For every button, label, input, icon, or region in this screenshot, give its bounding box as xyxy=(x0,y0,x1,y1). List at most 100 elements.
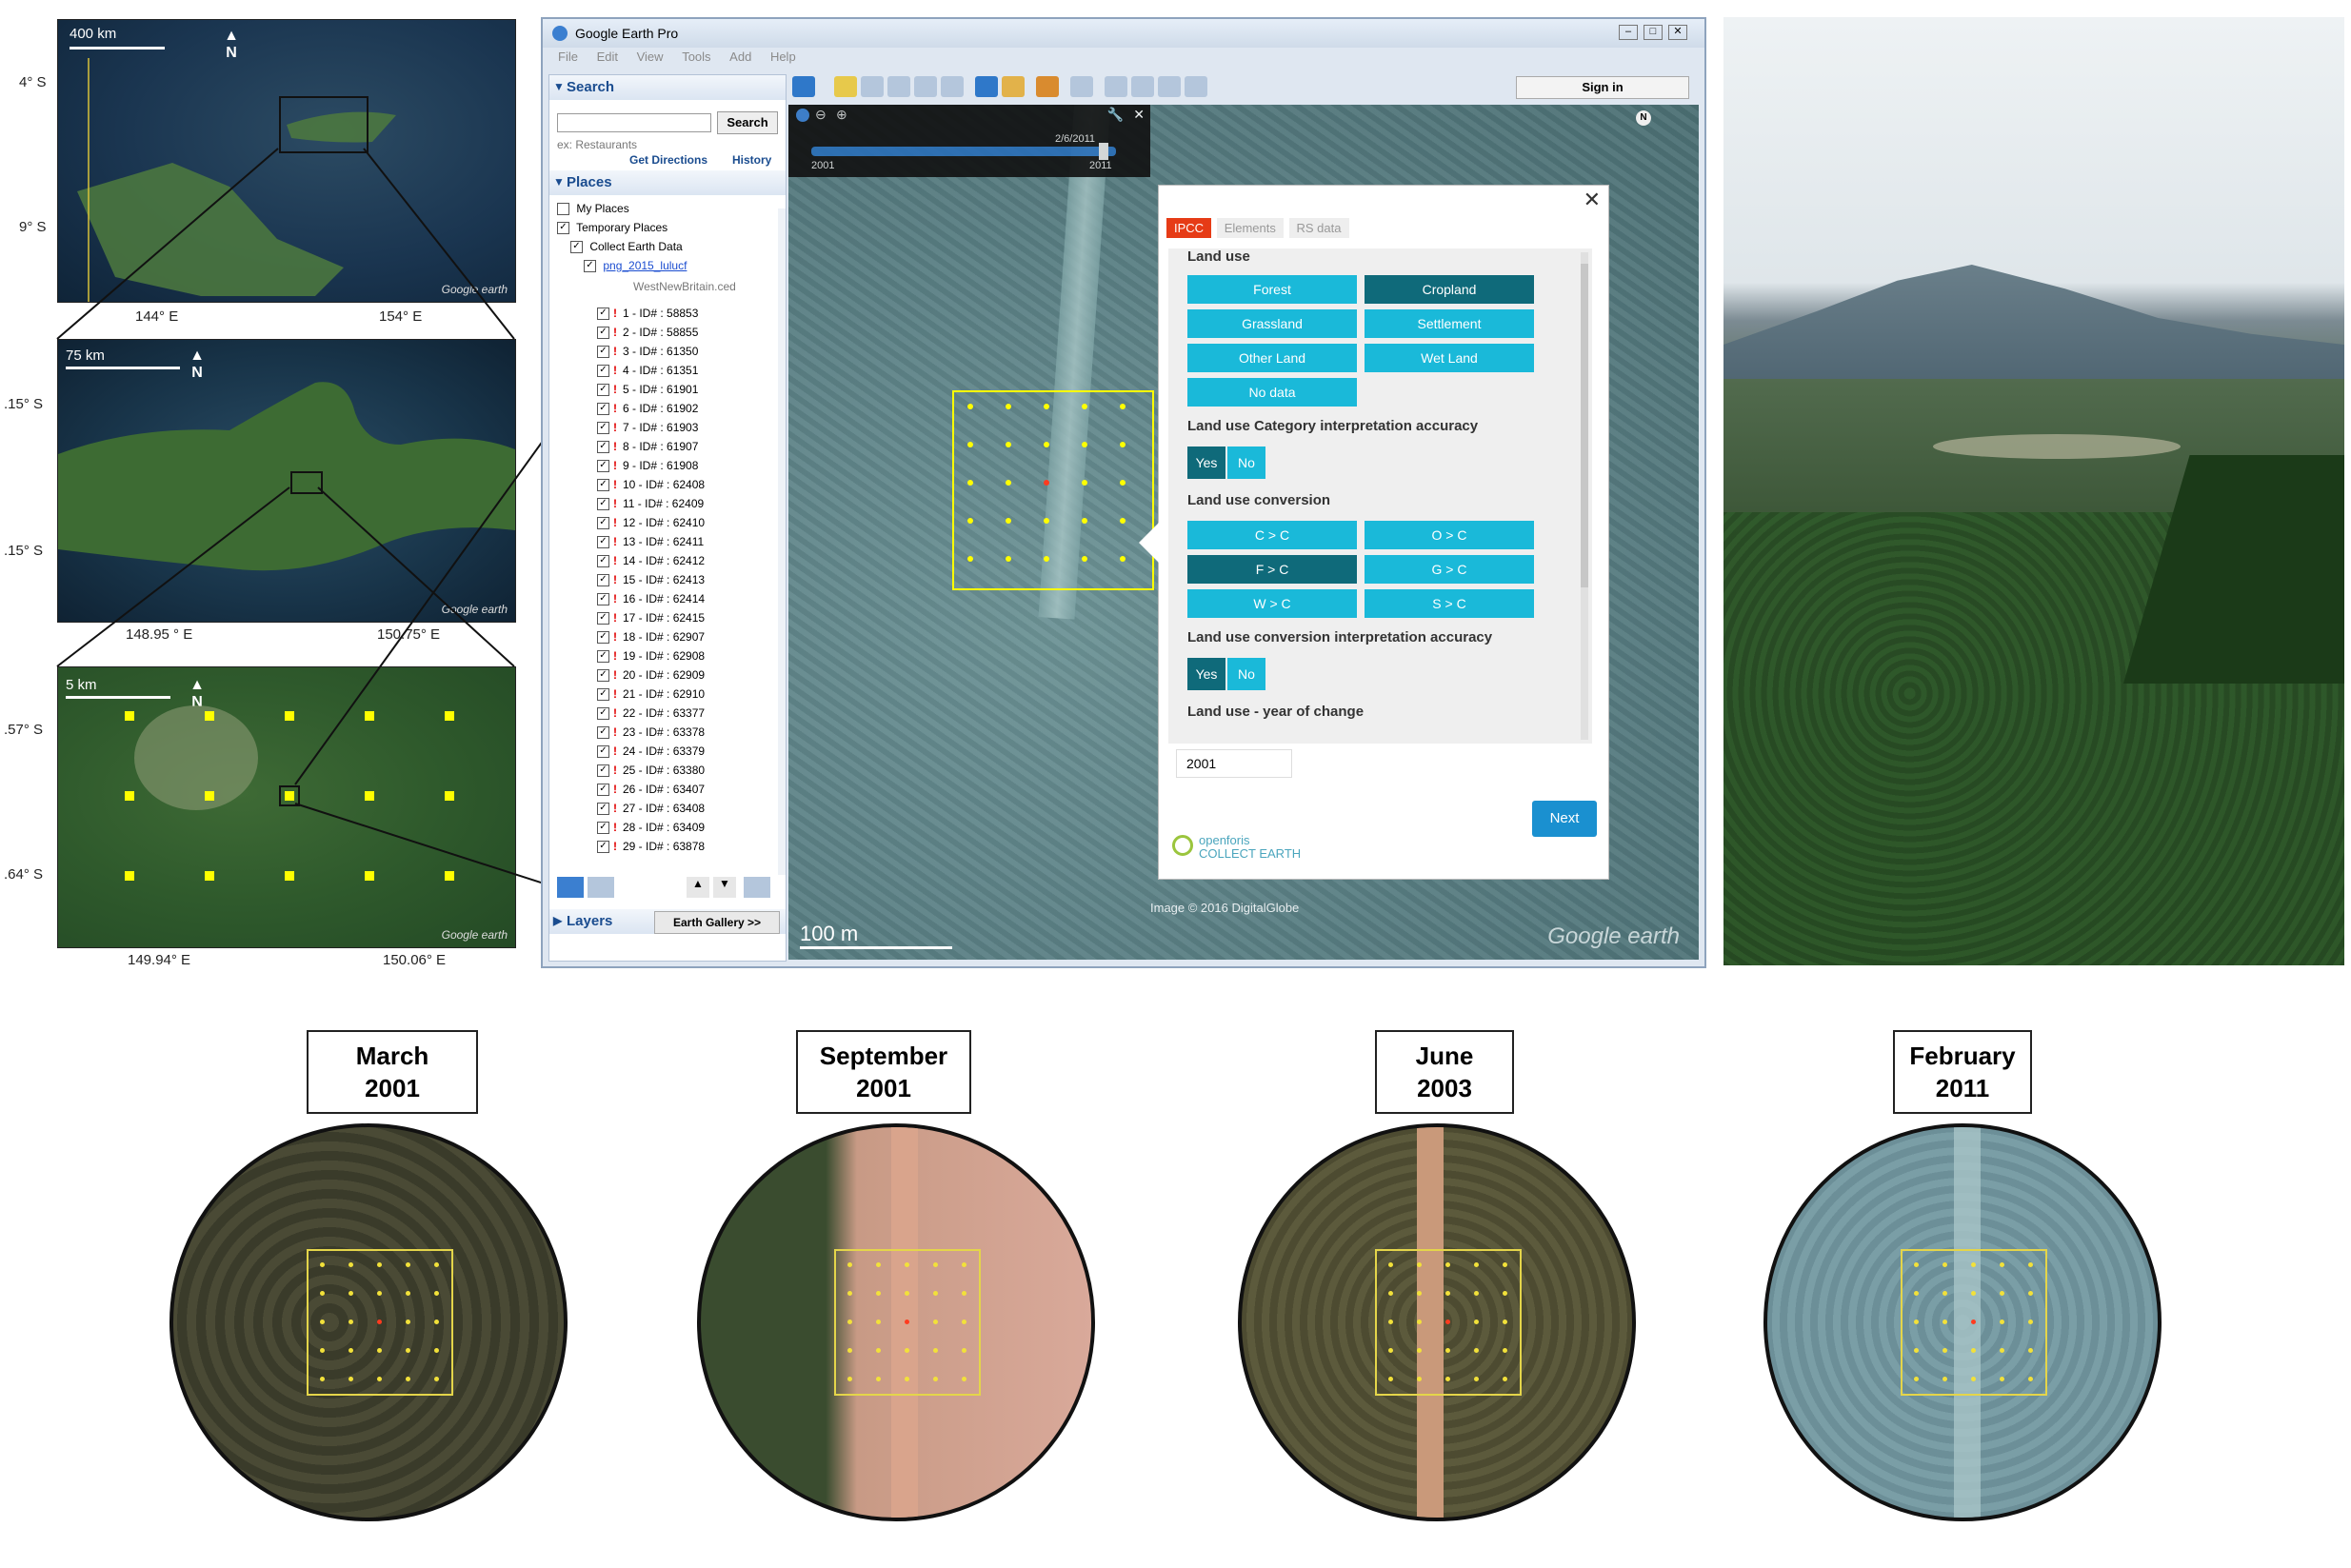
checkbox[interactable]: ✓ xyxy=(597,726,609,740)
plot-list-item[interactable]: ✓! 10 - ID# : 62408 xyxy=(597,475,705,494)
plot-list-item[interactable]: ✓! 17 - ID# : 62415 xyxy=(597,608,705,627)
checkbox[interactable]: ✓ xyxy=(597,384,609,397)
conversion-c-c-button[interactable]: C > C xyxy=(1187,521,1357,549)
plot-list-item[interactable]: ✓! 13 - ID# : 62411 xyxy=(597,532,704,551)
plot-list-item[interactable]: ✓! 12 - ID# : 62410 xyxy=(597,513,705,532)
plot-list-item[interactable]: ✓! 28 - ID# : 63409 xyxy=(597,818,705,837)
plot-list-item[interactable]: ✓! 9 - ID# : 61908 xyxy=(597,456,698,475)
tree-item-temporary-places[interactable]: ✓ Temporary Places xyxy=(557,218,667,237)
conversion-accuracy-yes-button[interactable]: Yes xyxy=(1187,658,1225,690)
tab-elements[interactable]: Elements xyxy=(1216,218,1284,238)
plot-list-item[interactable]: ✓! 26 - ID# : 63407 xyxy=(597,780,705,799)
show-places-icon[interactable] xyxy=(588,877,614,898)
sun-icon[interactable] xyxy=(1002,76,1025,97)
checkbox[interactable]: ✓ xyxy=(597,403,609,416)
plot-list-item[interactable]: ✓! 8 - ID# : 61907 xyxy=(597,437,698,456)
move-down-icon[interactable]: ▼ xyxy=(713,877,736,898)
plot-list-item[interactable]: ✓! 3 - ID# : 61350 xyxy=(597,342,698,361)
checkbox[interactable]: ✓ xyxy=(597,308,609,321)
conversion-accuracy-no-button[interactable]: No xyxy=(1227,658,1265,690)
close-icon[interactable]: ✕ xyxy=(1583,188,1601,211)
tour-icon[interactable] xyxy=(941,76,964,97)
scrollbar-thumb[interactable] xyxy=(1581,264,1588,587)
plot-list-item[interactable]: ✓! 11 - ID# : 62409 xyxy=(597,494,704,513)
plot-list-item[interactable]: ✓! 18 - ID# : 62907 xyxy=(597,627,705,646)
checkbox[interactable]: ✓ xyxy=(597,822,609,835)
plot-list-item[interactable]: ✓! 23 - ID# : 63378 xyxy=(597,723,705,742)
sidebar-toggle-icon[interactable] xyxy=(792,76,815,97)
plot-list-item[interactable]: ✓! 5 - ID# : 61901 xyxy=(597,380,698,399)
checkbox[interactable]: ✓ xyxy=(597,536,609,549)
menu-edit[interactable]: Edit xyxy=(596,50,618,64)
next-button[interactable]: Next xyxy=(1532,801,1597,837)
sign-in-button[interactable]: Sign in xyxy=(1516,76,1689,99)
search-input[interactable] xyxy=(557,113,711,132)
plot-list-item[interactable]: ✓! 29 - ID# : 63878 xyxy=(597,837,705,856)
plot-list-item[interactable]: ✓! 24 - ID# : 63379 xyxy=(597,742,705,761)
plot-list-item[interactable]: ✓! 19 - ID# : 62908 xyxy=(597,646,705,665)
menu-view[interactable]: View xyxy=(636,50,664,64)
land-use-other-land-button[interactable]: Other Land xyxy=(1187,344,1357,372)
menu-file[interactable]: File xyxy=(558,50,578,64)
checkbox[interactable]: ✓ xyxy=(597,365,609,378)
wrench-icon[interactable]: 🔧 xyxy=(1106,107,1124,122)
zoom-out-icon[interactable]: ⊖ xyxy=(815,107,827,122)
checkbox[interactable]: ✓ xyxy=(570,241,583,254)
search-panel-header[interactable]: ▼ Search xyxy=(549,75,786,100)
slider-thumb[interactable] xyxy=(1099,143,1108,160)
checkbox[interactable]: ✓ xyxy=(597,707,609,721)
plot-list-item[interactable]: ✓! 21 - ID# : 62910 xyxy=(597,685,705,704)
checkbox[interactable]: ✓ xyxy=(597,346,609,359)
plot-list-item[interactable]: ✓! 4 - ID# : 61351 xyxy=(597,361,698,380)
plot-list-item[interactable]: ✓! 16 - ID# : 62414 xyxy=(597,589,705,608)
land-use-grassland-button[interactable]: Grassland xyxy=(1187,309,1357,338)
move-up-icon[interactable]: ▲ xyxy=(687,877,709,898)
tab-ipcc[interactable]: IPCC xyxy=(1166,218,1212,238)
checkbox[interactable]: ✓ xyxy=(597,422,609,435)
plot-list-item[interactable]: ✓! 25 - ID# : 63380 xyxy=(597,761,705,780)
path-icon[interactable] xyxy=(887,76,910,97)
sample-plot-grid[interactable] xyxy=(952,390,1154,590)
tree-item-my-places[interactable]: My Places xyxy=(557,199,629,218)
folder-icon[interactable] xyxy=(744,877,770,898)
search-places-icon[interactable] xyxy=(557,877,584,898)
plot-list-item[interactable]: ✓! 6 - ID# : 61902 xyxy=(597,399,698,418)
plot-list-item[interactable]: ✓! 14 - ID# : 62412 xyxy=(597,551,705,570)
save-image-icon[interactable] xyxy=(1158,76,1181,97)
polygon-icon[interactable] xyxy=(861,76,884,97)
menu-help[interactable]: Help xyxy=(769,50,796,64)
plot-list-item[interactable]: ✓! 22 - ID# : 63377 xyxy=(597,704,705,723)
get-directions-link[interactable]: Get Directions xyxy=(629,153,708,167)
conversion-f-c-button[interactable]: F > C xyxy=(1187,555,1357,584)
checkbox[interactable]: ✓ xyxy=(597,574,609,587)
maximize-icon[interactable]: □ xyxy=(1644,25,1663,40)
tab-rs-data[interactable]: RS data xyxy=(1288,218,1349,238)
plot-list-item[interactable]: ✓! 1 - ID# : 58853 xyxy=(597,304,698,323)
checkbox[interactable]: ✓ xyxy=(597,745,609,759)
zoom-in-icon[interactable]: ⊕ xyxy=(836,107,847,122)
checkbox[interactable]: ✓ xyxy=(557,222,569,235)
places-panel-header[interactable]: ▼ Places xyxy=(549,170,786,195)
checkbox[interactable]: ✓ xyxy=(597,479,609,492)
conversion-o-c-button[interactable]: O > C xyxy=(1365,521,1534,549)
plot-list-item[interactable]: ✓! 20 - ID# : 62909 xyxy=(597,665,705,685)
checkbox[interactable]: ✓ xyxy=(597,498,609,511)
checkbox[interactable]: ✓ xyxy=(584,260,596,273)
checkbox[interactable]: ✓ xyxy=(597,555,609,568)
earth-gallery-button[interactable]: Earth Gallery >> xyxy=(654,911,780,934)
historical-imagery-icon[interactable] xyxy=(975,76,998,97)
placemark-icon[interactable] xyxy=(834,76,857,97)
accuracy-yes-button[interactable]: Yes xyxy=(1187,447,1225,479)
close-icon[interactable]: ✕ xyxy=(1133,107,1145,122)
tree-item-collect-earth-data[interactable]: ✓ Collect Earth Data xyxy=(570,237,683,256)
checkbox[interactable] xyxy=(557,203,569,216)
plot-list-item[interactable]: ✓! 2 - ID# : 58855 xyxy=(597,323,698,342)
checkbox[interactable]: ✓ xyxy=(597,441,609,454)
checkbox[interactable]: ✓ xyxy=(597,460,609,473)
year-of-change-input[interactable]: 2001 xyxy=(1176,749,1292,778)
email-icon[interactable] xyxy=(1105,76,1127,97)
checkbox[interactable]: ✓ xyxy=(597,688,609,702)
overlay-icon[interactable] xyxy=(914,76,937,97)
land-use-forest-button[interactable]: Forest xyxy=(1187,275,1357,304)
checkbox[interactable]: ✓ xyxy=(597,841,609,854)
